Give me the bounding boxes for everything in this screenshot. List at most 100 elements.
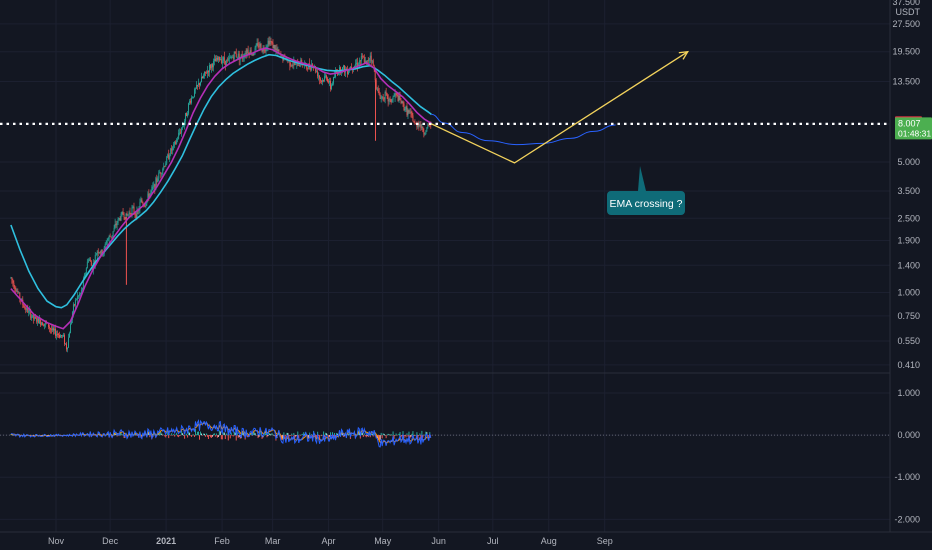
candle-body bbox=[209, 64, 211, 69]
candle-body bbox=[312, 64, 314, 67]
candle-down bbox=[42, 321, 44, 326]
time-tick-label: Jul bbox=[487, 536, 499, 546]
time-axis[interactable]: Nov Dec 2021 Feb Mar Apr May Jun Jul Aug Sep bbox=[0, 531, 932, 550]
osc-histogram-bar bbox=[220, 435, 222, 440]
candle-body bbox=[258, 46, 260, 47]
candle-body bbox=[253, 52, 255, 56]
candle-body bbox=[340, 67, 341, 73]
candle-body bbox=[203, 75, 204, 78]
candle-body bbox=[378, 91, 380, 95]
osc-histogram-bar bbox=[406, 433, 408, 436]
osc-histogram-bar bbox=[392, 431, 394, 436]
candle-up bbox=[78, 291, 80, 298]
candle-body bbox=[327, 78, 329, 82]
candle-up bbox=[219, 57, 221, 61]
candle-down bbox=[11, 277, 13, 284]
candle-down bbox=[414, 119, 416, 125]
candle-body bbox=[363, 57, 365, 63]
candle-body bbox=[196, 85, 197, 89]
candle-up bbox=[230, 55, 232, 60]
candle-up bbox=[193, 96, 194, 99]
candle-body bbox=[365, 60, 367, 64]
candle-body bbox=[272, 42, 274, 49]
candle-body bbox=[14, 287, 16, 290]
ema-lines bbox=[10, 47, 432, 330]
candle-body bbox=[376, 88, 378, 90]
candle-down bbox=[57, 330, 58, 338]
candle-body bbox=[346, 70, 348, 75]
price-tick-label: 1.900 bbox=[897, 236, 920, 246]
osc-histogram-bar bbox=[176, 432, 178, 436]
candle-down bbox=[411, 110, 413, 119]
candle-body bbox=[267, 40, 269, 47]
oscillator-axis[interactable]: 1.000 0.000 -1.000 -2.000 bbox=[891, 374, 932, 532]
candle-body bbox=[266, 46, 268, 48]
candle-body bbox=[219, 58, 221, 61]
candle-body bbox=[360, 56, 362, 62]
osc-histogram-bar bbox=[271, 433, 273, 436]
candle-body bbox=[139, 202, 141, 210]
candle-up bbox=[371, 59, 373, 64]
osc-histogram-bar bbox=[379, 435, 381, 440]
user-drawings[interactable] bbox=[0, 50, 890, 164]
candle-down bbox=[234, 51, 236, 54]
candle-up bbox=[102, 253, 104, 257]
candle-down bbox=[13, 280, 15, 289]
candle-up bbox=[163, 162, 165, 171]
candle-body bbox=[161, 173, 163, 175]
osc-histogram-bar bbox=[382, 433, 384, 436]
candle-body bbox=[416, 124, 418, 127]
candle-down bbox=[156, 174, 158, 188]
osc-histogram-bar bbox=[205, 433, 207, 436]
candle-body bbox=[70, 319, 72, 324]
candle-body bbox=[379, 94, 381, 99]
time-tick-label: Jun bbox=[431, 536, 446, 546]
candle-body bbox=[194, 89, 195, 97]
candle-down bbox=[89, 257, 91, 262]
osc-histogram-bar bbox=[321, 435, 323, 437]
candle-body bbox=[110, 236, 112, 238]
candle-down bbox=[247, 45, 249, 55]
osc-histogram-bar bbox=[395, 433, 397, 436]
osc-tick-label: -2.000 bbox=[894, 514, 920, 524]
candle-body bbox=[54, 328, 56, 331]
projection-path[interactable] bbox=[431, 51, 689, 164]
candle-up bbox=[52, 324, 54, 333]
candle-body bbox=[236, 56, 238, 58]
osc-histogram-bar bbox=[280, 435, 282, 440]
oscillator-pane[interactable] bbox=[0, 418, 890, 448]
candle-body bbox=[156, 178, 158, 182]
candle-down bbox=[416, 121, 418, 130]
price-pane[interactable] bbox=[0, 36, 890, 353]
osc-histogram-bar bbox=[411, 433, 413, 436]
ema-crossing-callout[interactable]: EMA crossing ? bbox=[607, 166, 685, 215]
candle-up bbox=[427, 123, 429, 129]
candle-body bbox=[155, 178, 157, 190]
candle-body bbox=[349, 66, 351, 70]
candle-down bbox=[326, 74, 328, 81]
candle-body bbox=[128, 212, 130, 215]
candle-body bbox=[227, 58, 229, 61]
osc-histogram-bar bbox=[303, 432, 305, 436]
candle-body bbox=[207, 70, 209, 73]
osc-histogram-bar bbox=[202, 433, 204, 436]
candle-up bbox=[233, 51, 235, 62]
candle-body bbox=[176, 139, 178, 144]
osc-histogram-bar bbox=[217, 435, 219, 437]
osc-histogram-bar bbox=[238, 435, 240, 437]
candle-body bbox=[33, 314, 35, 319]
candle-down bbox=[14, 285, 16, 292]
candle-body bbox=[399, 95, 401, 100]
candle-up bbox=[401, 100, 403, 104]
candle-up bbox=[87, 258, 89, 264]
osc-histogram-bar bbox=[172, 435, 174, 436]
candle-body bbox=[131, 207, 133, 215]
candle-body bbox=[183, 125, 185, 127]
osc-histogram-bar bbox=[243, 435, 245, 437]
candle-body bbox=[372, 60, 374, 66]
candle-body bbox=[335, 71, 336, 77]
candle-body bbox=[323, 80, 325, 81]
osc-histogram-bar bbox=[316, 435, 318, 439]
